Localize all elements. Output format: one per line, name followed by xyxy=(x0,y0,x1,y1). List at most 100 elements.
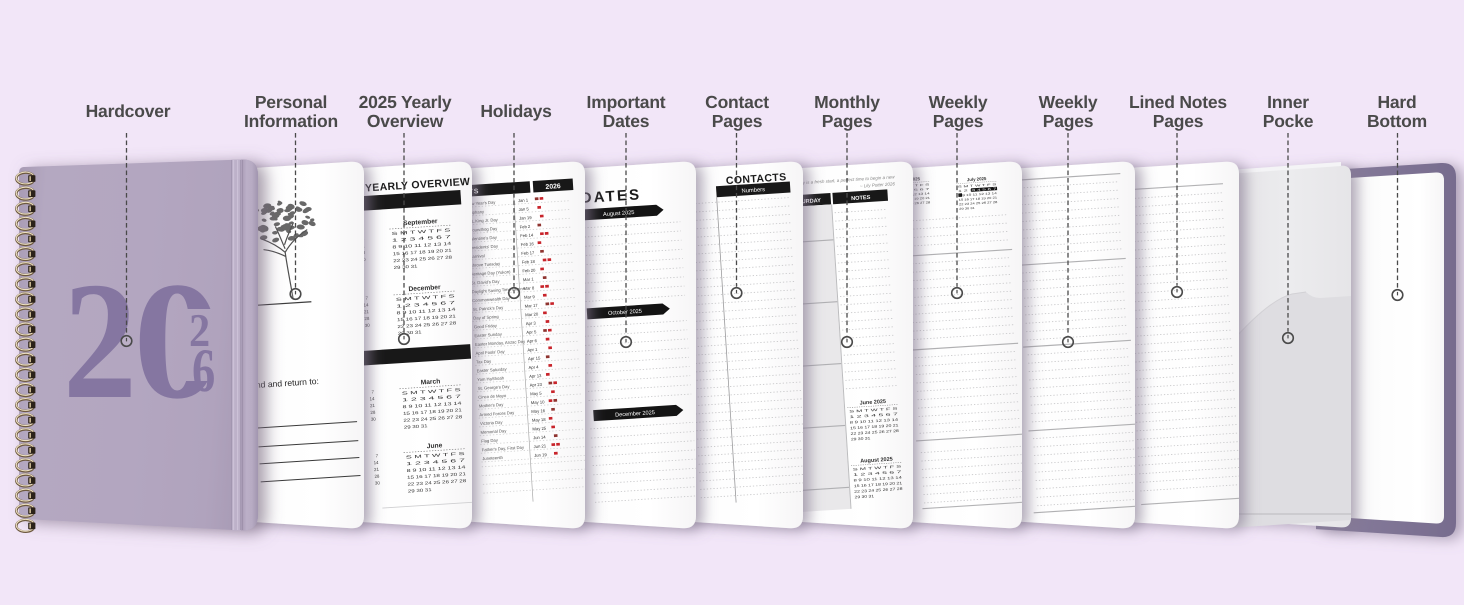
svg-text:Jan 5: Jan 5 xyxy=(518,206,529,212)
svg-text:Mar 9: Mar 9 xyxy=(524,294,536,300)
svg-text:Lined Notes: Lined Notes xyxy=(1129,92,1227,112)
svg-text:S M T W T F S: S M T W T F S xyxy=(402,387,461,395)
svg-text:Mar 8: Mar 8 xyxy=(523,285,535,291)
svg-text:St. Patrick's Day: St. Patrick's Day xyxy=(473,305,505,312)
svg-text:December 2025: December 2025 xyxy=(615,409,655,419)
svg-text:NOTES: NOTES xyxy=(851,195,871,202)
svg-text:Valentine's Day: Valentine's Day xyxy=(468,235,498,242)
svg-text:29 30 31: 29 30 31 xyxy=(959,206,975,210)
svg-text:Weekly: Weekly xyxy=(929,92,988,112)
svg-text:2: 2 xyxy=(189,305,210,357)
svg-text:14: 14 xyxy=(373,460,379,465)
svg-text:Flag Day: Flag Day xyxy=(481,437,499,443)
svg-text:Memorial Day: Memorial Day xyxy=(480,428,507,435)
svg-text:August 2025: August 2025 xyxy=(860,457,893,465)
svg-text:15 16 17 18 19 20 21: 15 16 17 18 19 20 21 xyxy=(407,471,467,480)
svg-text:Easter Monday, Anzac Day: Easter Monday, Anzac Day xyxy=(475,339,526,347)
svg-text:Apr 23: Apr 23 xyxy=(529,382,542,388)
svg-text:22 23 24 25 26 27 28: 22 23 24 25 26 27 28 xyxy=(407,478,467,487)
svg-text:8 9 10 11 12 13 14: 8 9 10 11 12 13 14 xyxy=(406,465,466,474)
svg-text:22 23 24 25 26 27 28: 22 23 24 25 26 27 28 xyxy=(854,487,903,494)
svg-text:8 9 10 11 12 13 14: 8 9 10 11 12 13 14 xyxy=(402,401,462,410)
svg-text:15 16 17 18 19 20 21: 15 16 17 18 19 20 21 xyxy=(397,314,457,323)
svg-text:8 9 10 11 12 13 14: 8 9 10 11 12 13 14 xyxy=(958,192,997,198)
svg-text:Feb 18: Feb 18 xyxy=(522,259,536,265)
svg-text:3 4 5 6 7: 3 4 5 6 7 xyxy=(972,187,998,192)
svg-text:29 30 31: 29 30 31 xyxy=(408,487,433,493)
svg-text:15 16 17 18 19 20 21: 15 16 17 18 19 20 21 xyxy=(403,407,463,416)
svg-text:28: 28 xyxy=(374,474,380,479)
svg-text:8 9 10 11 12 13 14: 8 9 10 11 12 13 14 xyxy=(853,475,902,482)
svg-text:Apr 5: Apr 5 xyxy=(526,329,537,335)
svg-text:Pages: Pages xyxy=(1153,111,1204,131)
svg-text:22 23 24 25 26 27 28: 22 23 24 25 26 27 28 xyxy=(850,429,899,436)
svg-text:7: 7 xyxy=(371,389,374,394)
svg-text:St. David's Day: St. David's Day xyxy=(471,279,501,286)
svg-text:8 9 10 11 12 13 14: 8 9 10 11 12 13 14 xyxy=(850,418,899,425)
svg-text:29 30 31: 29 30 31 xyxy=(398,330,423,336)
svg-text:Monthly: Monthly xyxy=(814,92,880,112)
svg-text:Hard: Hard xyxy=(1377,92,1416,112)
svg-text:Easter Saturday: Easter Saturday xyxy=(476,366,507,373)
svg-text:1 2 3 4 5 6 7: 1 2 3 4 5 6 7 xyxy=(392,234,452,243)
svg-text:Day of Spring: Day of Spring xyxy=(473,314,499,321)
svg-text:Daylight Saving Time Begins: Daylight Saving Time Begins xyxy=(471,286,525,294)
svg-text:21: 21 xyxy=(374,467,380,472)
svg-text:June: June xyxy=(427,443,443,451)
svg-text:Cinco de Mayo: Cinco de Mayo xyxy=(478,393,507,400)
svg-text:Pages: Pages xyxy=(1043,111,1094,131)
svg-text:New Year's Day: New Year's Day xyxy=(466,200,497,207)
svg-text:Presidents' Day: Presidents' Day xyxy=(469,243,499,250)
svg-text:2026: 2026 xyxy=(545,183,561,191)
svg-text:Pages: Pages xyxy=(933,111,984,131)
svg-text:SATURDAY: SATURDAY xyxy=(791,198,822,206)
svg-text:1 2 3 4 5 6 7: 1 2 3 4 5 6 7 xyxy=(406,458,466,467)
svg-text:1 2 3 4 5 6 7: 1 2 3 4 5 6 7 xyxy=(958,187,997,193)
svg-text:15 16 17 18 19 20 21: 15 16 17 18 19 20 21 xyxy=(959,196,998,202)
svg-text:Important: Important xyxy=(587,92,666,112)
svg-text:7: 7 xyxy=(365,295,368,300)
svg-text:Feb 16: Feb 16 xyxy=(521,241,535,247)
svg-text:29 30 31: 29 30 31 xyxy=(854,494,874,499)
svg-text:21: 21 xyxy=(364,309,370,314)
svg-text:S M T W T F S: S M T W T F S xyxy=(958,183,997,189)
svg-text:22 23 24 25 26 27 28: 22 23 24 25 26 27 28 xyxy=(403,414,463,423)
svg-text:December: December xyxy=(408,283,441,293)
svg-text:14: 14 xyxy=(369,396,375,401)
svg-text:Easter Sunday: Easter Sunday xyxy=(474,331,503,338)
svg-text:15 16 17 18 19 20 21: 15 16 17 18 19 20 21 xyxy=(850,423,899,430)
svg-text:M.L.King Jr. Day: M.L.King Jr. Day xyxy=(467,217,499,224)
svg-text:Information: Information xyxy=(244,111,338,131)
svg-text:May 18: May 18 xyxy=(532,417,547,423)
svg-text:May 25: May 25 xyxy=(532,426,547,432)
svg-text:Contact: Contact xyxy=(705,92,769,112)
svg-text:S M T W T F S: S M T W T F S xyxy=(853,464,902,471)
svg-text:Feb 2: Feb 2 xyxy=(519,224,531,230)
svg-text:Apr 6: Apr 6 xyxy=(527,338,538,344)
svg-text:Inner: Inner xyxy=(1267,92,1309,112)
svg-text:Victoria Day: Victoria Day xyxy=(480,420,504,426)
svg-text:Good Friday: Good Friday xyxy=(474,323,498,330)
svg-text:Tax Day: Tax Day xyxy=(476,359,492,365)
svg-text:Jan 1: Jan 1 xyxy=(518,197,529,203)
svg-text:28: 28 xyxy=(364,316,370,321)
svg-text:September: September xyxy=(403,217,438,227)
svg-text:Apr 3: Apr 3 xyxy=(526,320,537,326)
svg-text:29 30 31: 29 30 31 xyxy=(404,423,429,429)
svg-text:Heritage Day (Yukon): Heritage Day (Yukon) xyxy=(470,269,511,277)
svg-text:Pocke: Pocke xyxy=(1263,111,1314,131)
svg-text:30: 30 xyxy=(365,323,371,328)
svg-text:June 2025: June 2025 xyxy=(859,399,886,406)
svg-text:August 2025: August 2025 xyxy=(603,210,635,218)
svg-text:July 2025: July 2025 xyxy=(967,176,987,182)
svg-text:6: 6 xyxy=(192,337,215,405)
svg-text:May 10: May 10 xyxy=(531,399,546,405)
svg-text:1 2 3 4 5 6 7: 1 2 3 4 5 6 7 xyxy=(849,412,898,419)
svg-text:Mar 17: Mar 17 xyxy=(524,303,538,309)
svg-text:29 30 31: 29 30 31 xyxy=(394,264,419,270)
svg-text:14: 14 xyxy=(363,302,369,307)
svg-text:28: 28 xyxy=(370,410,376,415)
svg-text:Jun 21: Jun 21 xyxy=(533,443,547,449)
svg-text:S M T W T F S: S M T W T F S xyxy=(406,451,465,459)
svg-text:S M T W T F S: S M T W T F S xyxy=(391,228,450,236)
